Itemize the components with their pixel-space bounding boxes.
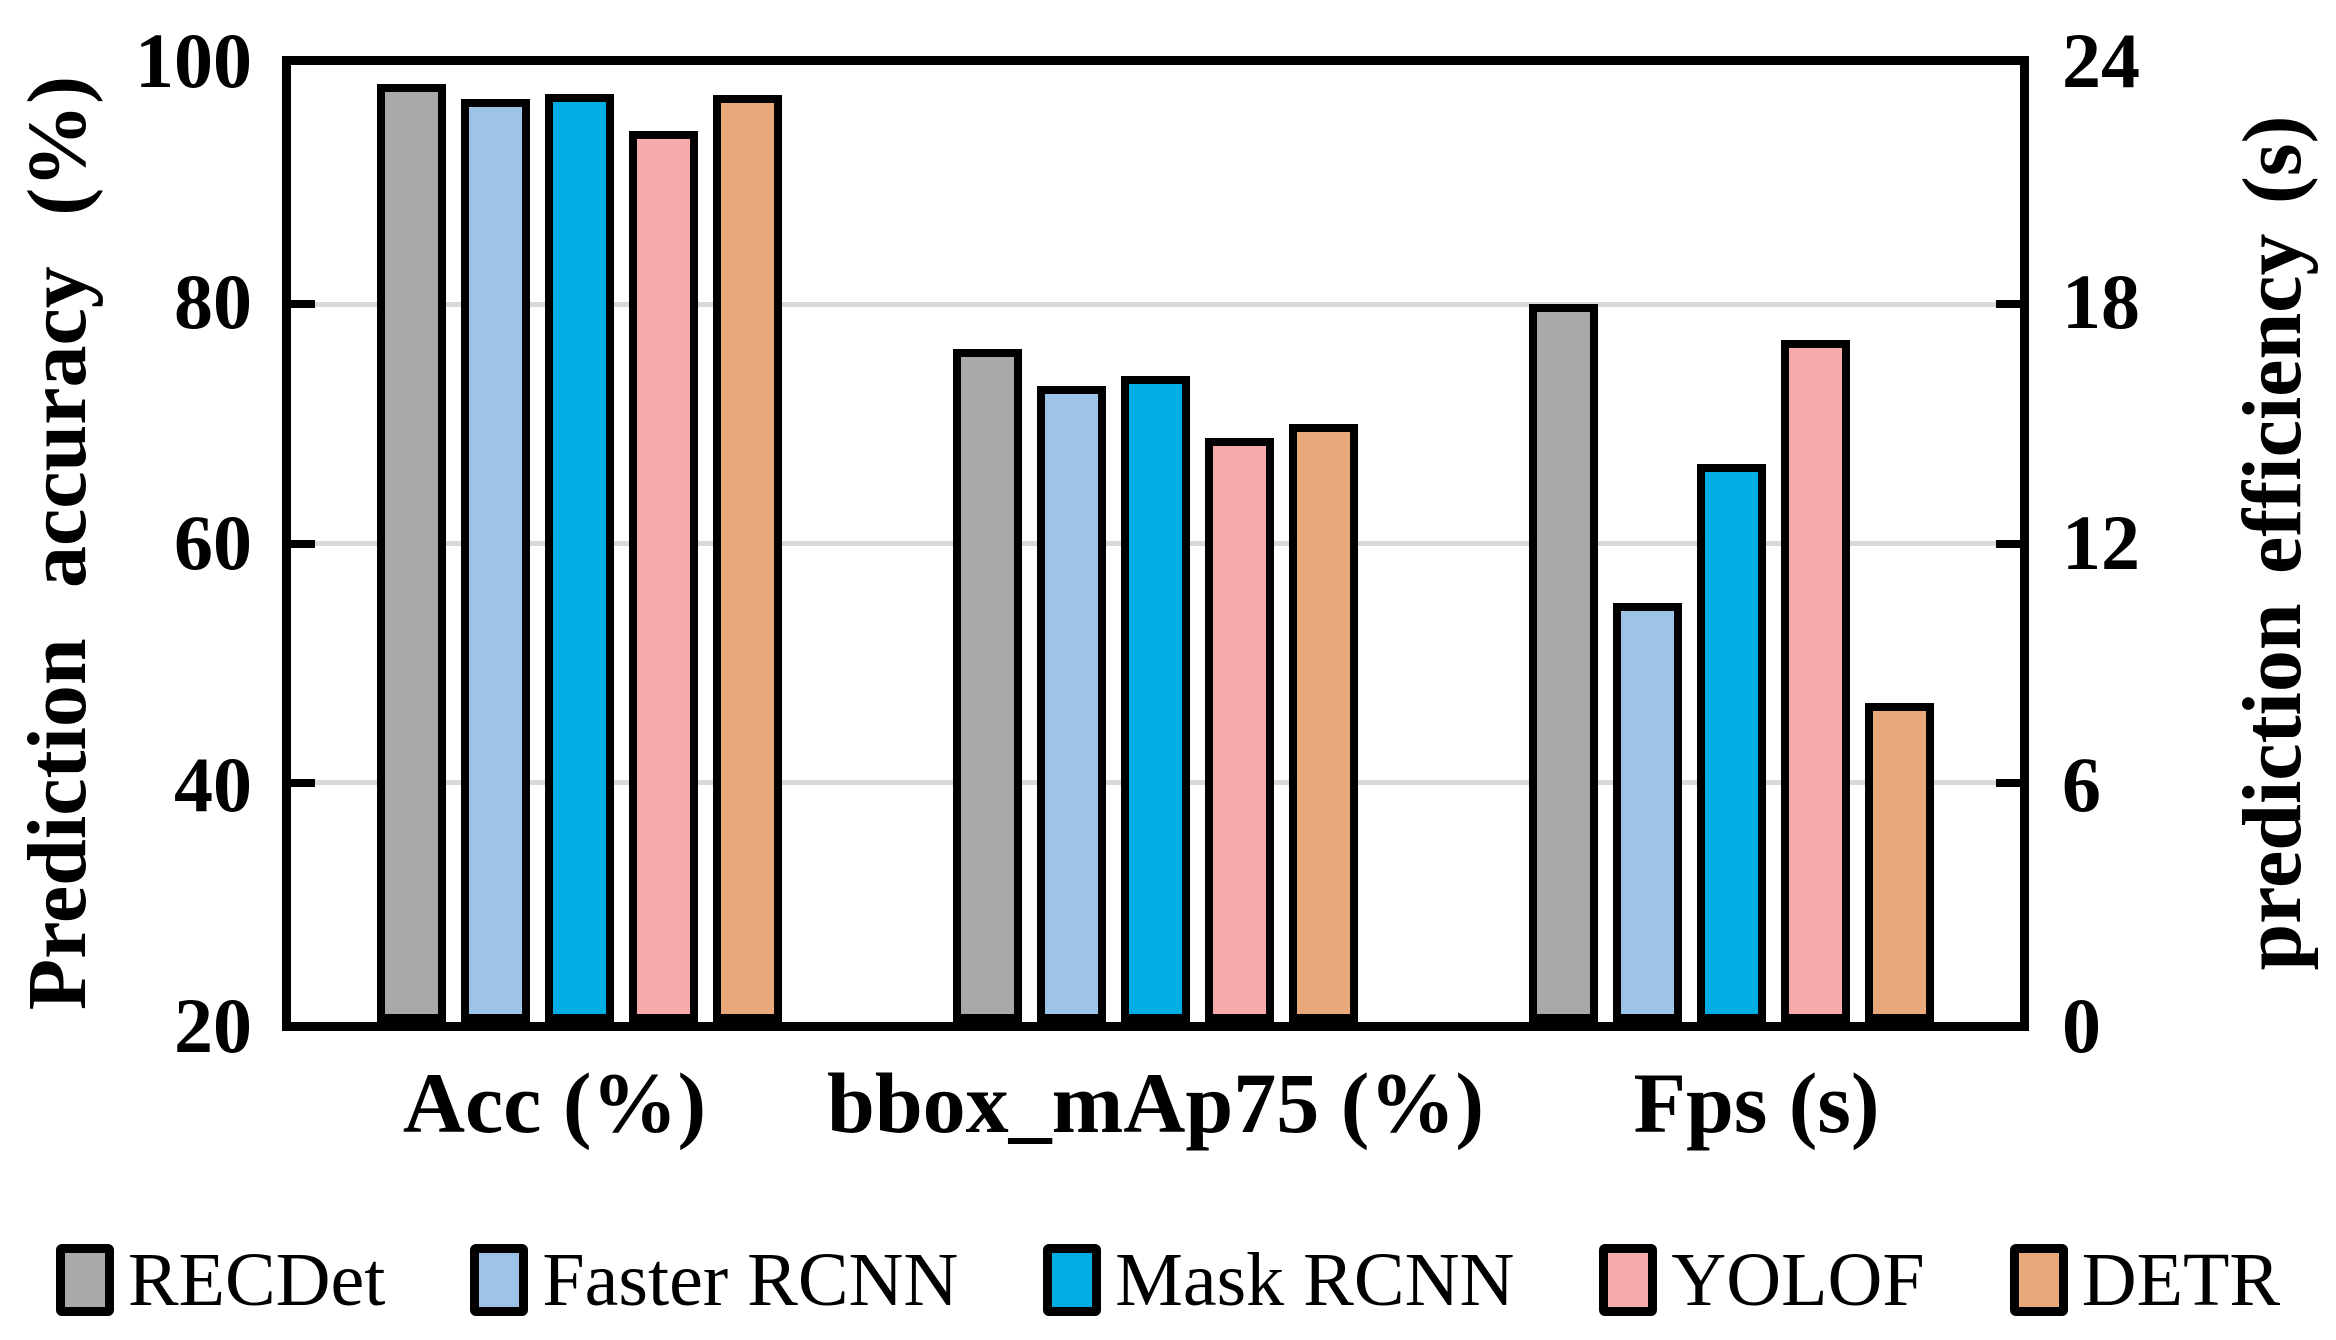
left-tick-label: 100 <box>135 16 252 104</box>
legend-swatch <box>55 1244 114 1316</box>
legend-swatch <box>470 1244 529 1316</box>
right-tick-mark <box>1996 300 2020 309</box>
bar-detr <box>1288 423 1358 1022</box>
legend-item-mask-rcnn: Mask RCNN <box>1043 1237 1514 1324</box>
bar-faster-rcnn <box>460 98 530 1022</box>
category-label: Fps (s) <box>1633 1055 1880 1151</box>
bar-mask-rcnn <box>1120 376 1190 1022</box>
left-tick-label: 20 <box>174 982 252 1069</box>
bar-recdet <box>1529 304 1599 1022</box>
bar-group <box>1444 65 2020 1022</box>
bar-group <box>867 65 1443 1022</box>
plot-area <box>282 56 2029 1031</box>
legend-label: DETR <box>2081 1237 2281 1322</box>
legend-item-yolof: YOLOF <box>1599 1237 1925 1324</box>
bar-yolof <box>1204 438 1274 1022</box>
left-tick-label: 80 <box>174 257 252 345</box>
right-tick-label: 18 <box>2062 257 2140 345</box>
bar-detr <box>1865 703 1935 1022</box>
right-tick-label: 24 <box>2062 16 2140 104</box>
bar-detr <box>712 94 782 1022</box>
legend-item-detr: DETR <box>2009 1237 2281 1324</box>
left-tick-label: 60 <box>174 499 252 587</box>
bar-group <box>291 65 867 1022</box>
right-tick-label: 12 <box>2062 499 2140 587</box>
category-label: bbox_mAp75 (%) <box>827 1055 1485 1151</box>
legend-item-faster-rcnn: Faster RCNN <box>470 1237 958 1324</box>
legend-swatch <box>1599 1244 1658 1316</box>
bar-recdet <box>952 348 1022 1022</box>
left-tick-mark <box>291 300 315 309</box>
legend-label: Mask RCNN <box>1115 1237 1515 1322</box>
right-tick-label: 0 <box>2062 982 2101 1069</box>
legend-swatch <box>2009 1244 2068 1316</box>
bar-faster-rcnn <box>1036 385 1106 1022</box>
left-tick-mark <box>291 778 315 787</box>
legend-label: RECDet <box>127 1237 386 1322</box>
bar-recdet <box>376 84 446 1022</box>
category-label: Acc (%) <box>402 1055 707 1151</box>
right-tick-label: 6 <box>2062 740 2101 828</box>
legend-label: YOLOF <box>1671 1237 1925 1322</box>
gridline <box>291 301 2020 307</box>
bar-mask-rcnn <box>544 93 614 1022</box>
legend-item-recdet: RECDet <box>55 1237 386 1324</box>
legend-swatch <box>1043 1244 1102 1316</box>
legend: RECDet Faster RCNN Mask RCNN YOLOF DETR <box>0 1232 2336 1328</box>
bar-mask-rcnn <box>1697 463 1767 1022</box>
bar-yolof <box>628 130 698 1022</box>
bar-yolof <box>1781 340 1851 1022</box>
right-axis-title: prediction efficiency (s) <box>2226 115 2319 971</box>
legend-label: Faster RCNN <box>542 1237 959 1322</box>
category-axis-labels: Acc (%) bbox_mAp75 (%) Fps (s) <box>282 1048 2029 1158</box>
right-tick-mark <box>1996 778 2020 787</box>
left-tick-label: 40 <box>174 740 252 828</box>
bar-groups <box>291 65 2020 1022</box>
left-tick-mark <box>291 539 315 548</box>
bar-faster-rcnn <box>1613 603 1683 1022</box>
right-tick-mark <box>1996 539 2020 548</box>
